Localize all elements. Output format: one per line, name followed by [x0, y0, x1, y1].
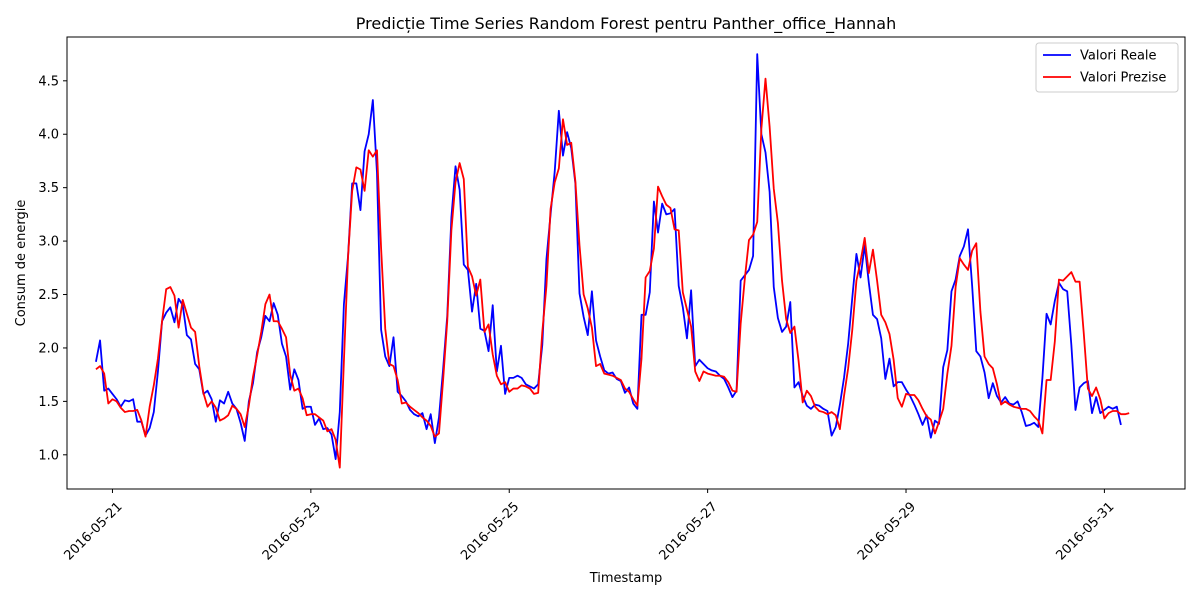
legend-box [1035, 42, 1179, 93]
legend-label-valori-reale: Valori Reale [1080, 49, 1157, 64]
y-axis-label: Consum de energie [14, 200, 29, 327]
plot-frame [66, 36, 1186, 490]
y-tick-label: 2.5 [38, 288, 59, 303]
y-tick-label: 2.0 [38, 341, 59, 356]
y-tick-label: 3.5 [38, 181, 59, 196]
series-line-valori-prezise [95, 77, 1130, 469]
y-tick-label: 4.0 [38, 128, 59, 143]
y-tick-label: 1.5 [38, 395, 59, 410]
legend-label-valori-prezise: Valori Prezise [1080, 71, 1166, 86]
y-tick-label: 4.5 [38, 74, 59, 89]
chart-title: Predicție Time Series Random Forest pent… [356, 14, 896, 34]
y-axis: 1.0 1.5 2.0 2.5 3.0 3.5 4.0 4.5 [38, 74, 67, 463]
x-axis-label: Timestamp [589, 571, 663, 586]
series-line-valori-reale [95, 53, 1122, 460]
y-tick-label: 3.0 [38, 235, 59, 250]
legend: Valori Reale Valori Prezise [1035, 42, 1179, 93]
y-tick-label: 1.0 [38, 448, 59, 463]
